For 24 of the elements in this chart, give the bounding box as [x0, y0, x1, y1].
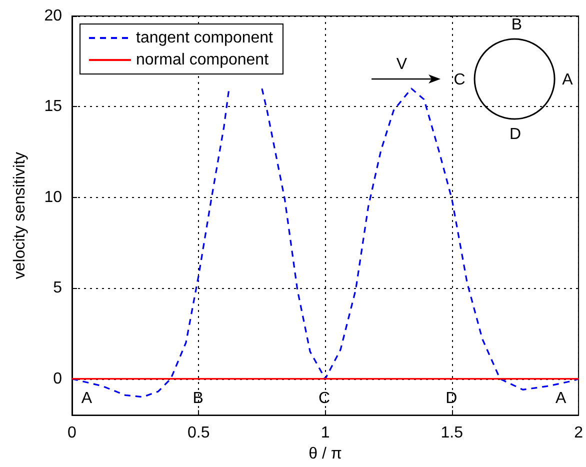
- legend-label: tangent component: [136, 30, 274, 46]
- x-tick-label: 0.5: [188, 424, 210, 442]
- y-tick-label: 15: [44, 98, 62, 116]
- annotation: D: [446, 390, 458, 407]
- annotation: A: [562, 71, 574, 88]
- y-axis-title: velocity sensitivity: [12, 152, 28, 280]
- y-tick-label: 10: [44, 188, 62, 206]
- y-tick-label: 5: [53, 280, 62, 297]
- x-tick-label: 1: [320, 424, 330, 442]
- annotation: B: [192, 390, 204, 407]
- annotation: V: [396, 56, 408, 74]
- y-tick-label: 0: [53, 370, 62, 388]
- annotation: D: [509, 126, 522, 144]
- annotation: C: [454, 71, 466, 88]
- x-axis-title: θ / π: [308, 446, 342, 462]
- annotation: C: [318, 390, 330, 407]
- annotation: B: [511, 16, 522, 34]
- x-tick-label: 1.5: [440, 424, 464, 442]
- annotation: A: [81, 390, 92, 407]
- y-tick-label: 20: [44, 8, 62, 24]
- x-tick-label: 0: [68, 424, 77, 442]
- legend-label: normal component: [136, 52, 270, 68]
- x-tick-label: 2: [574, 424, 584, 442]
- annotation: A: [555, 390, 566, 407]
